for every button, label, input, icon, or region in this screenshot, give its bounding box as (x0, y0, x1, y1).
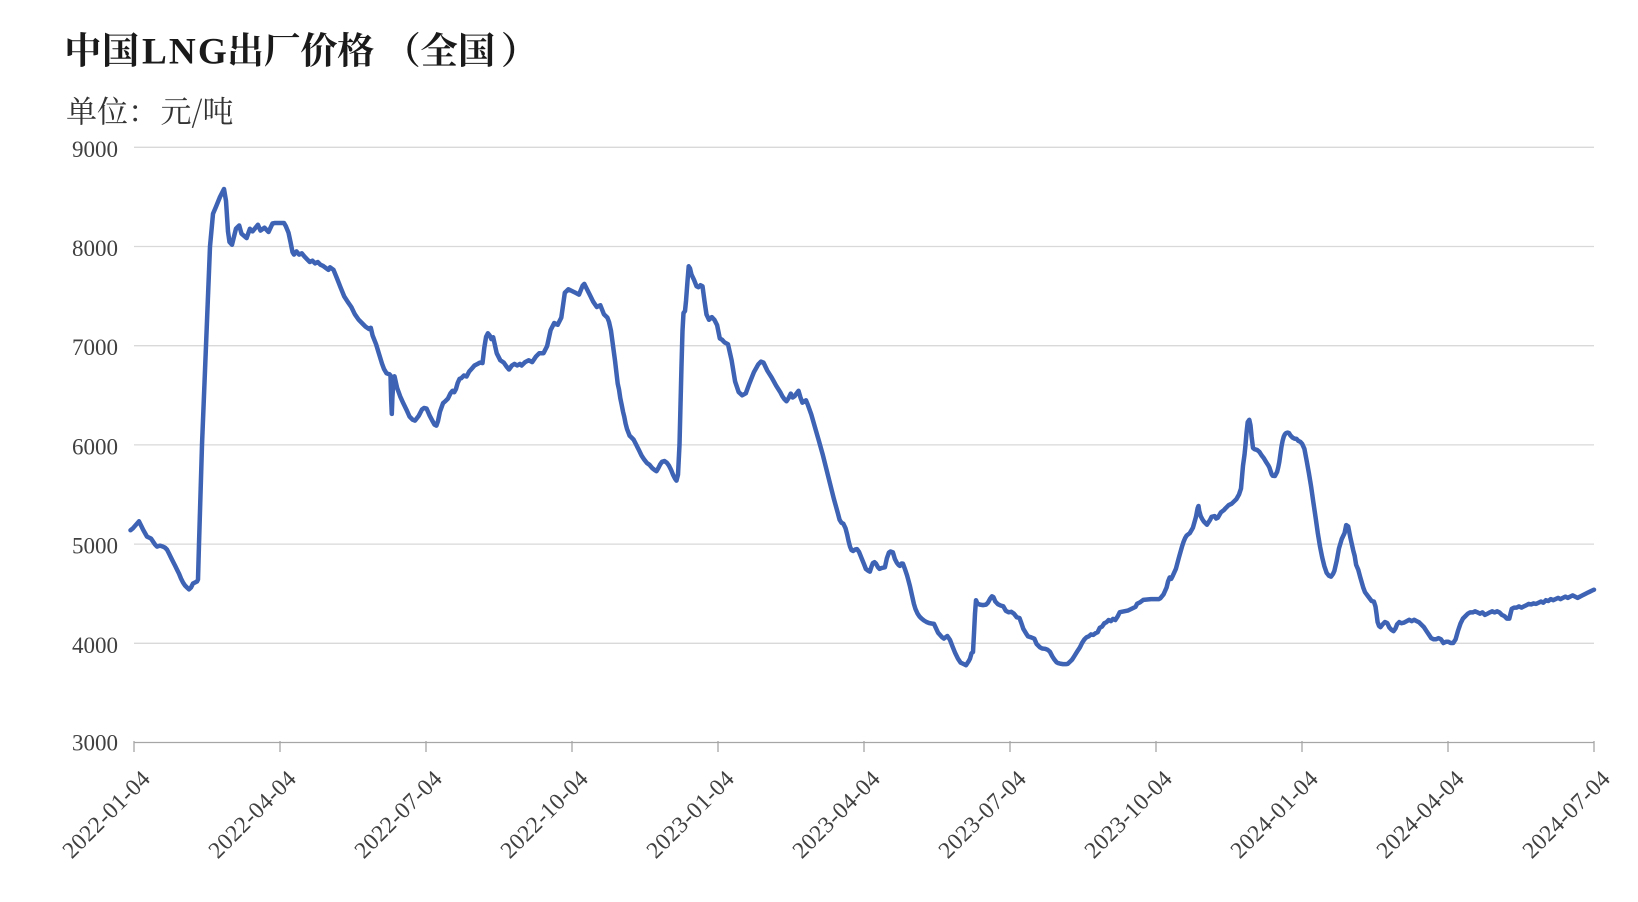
svg-text:8000: 8000 (72, 236, 118, 261)
svg-text:5000: 5000 (72, 534, 118, 559)
svg-text:9000: 9000 (72, 137, 118, 162)
svg-text:4000: 4000 (72, 633, 118, 658)
svg-text:7000: 7000 (72, 335, 118, 360)
svg-text:LNG: LNG (142, 32, 229, 73)
svg-text:6000: 6000 (72, 434, 118, 459)
svg-text:3000: 3000 (72, 731, 118, 756)
